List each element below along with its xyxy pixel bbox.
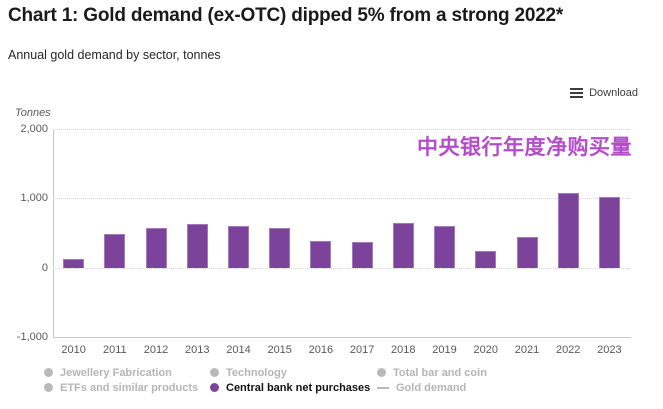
bar-2023[interactable] [598,196,620,268]
y-axis-unit-label: Tonnes [15,107,51,119]
y-axis-line [53,129,54,337]
legend-label: Central bank net purchases [226,381,371,394]
annotation-central-bank-cn: 中央银行年度净购买量 [417,135,632,159]
legend-item-central-bank-net-purchases[interactable]: Central bank net purchases [210,381,370,394]
bar-2019[interactable] [434,225,455,268]
y-axis-tick-label: 0 [41,261,48,274]
download-label: Download [589,87,638,99]
bar-2016[interactable] [310,240,332,268]
x-axis-tick-label: 2023 [597,344,622,356]
bar-2017[interactable] [351,241,373,268]
bar-2020[interactable] [475,250,497,268]
circle-marker-icon [210,383,219,392]
circle-marker-icon [44,368,53,377]
x-axis-tick-label: 2015 [267,344,292,356]
legend-label: ETFs and similar products [60,381,199,394]
circle-marker-icon [44,383,53,392]
legend-column: Technology Central bank net purchases [210,366,370,394]
hamburger-menu-icon [570,88,584,98]
y-axis-tick-label: -1,000 [16,331,48,343]
y-axis-tick-label: 2,000 [20,123,48,135]
bar-2013[interactable] [186,223,208,268]
x-axis-tick-label: 2017 [349,344,375,356]
x-axis-tick-label: 2014 [226,344,251,356]
legend-item-jewellery-fabrication[interactable]: Jewellery Fabrication [44,366,198,379]
legend-label: Jewellery Fabrication [60,366,172,379]
x-axis-tick-label: 2011 [102,344,127,356]
bar-2014[interactable] [228,225,249,268]
legend-label: Total bar and coin [393,366,487,379]
x-axis-tick-label: 2012 [143,344,169,356]
x-axis-tick-label: 2022 [555,344,581,356]
download-button[interactable]: Download [568,85,640,101]
chart-legend: Jewellery Fabrication ETFs and similar pr… [0,366,663,400]
bar-2011[interactable] [104,233,126,268]
x-axis-tick-label: 2018 [391,344,416,356]
x-axis-line [53,337,631,338]
x-axis-tick-label: 2010 [61,344,86,356]
bar-2022[interactable] [557,192,579,268]
gridline [53,129,630,130]
bar-2021[interactable] [516,236,538,268]
legend-label: Gold demand [396,381,467,394]
y-axis-tick-label: 1,000 [20,192,48,205]
legend-column: Jewellery Fabrication ETFs and similar pr… [44,366,198,394]
legend-item-total-bar-and-coin[interactable]: Total bar and coin [377,366,487,379]
x-axis-tick-label: 2020 [473,344,499,356]
legend-item-gold-demand[interactable]: Gold demand [377,381,487,394]
x-axis-tick-label: 2019 [432,344,457,356]
legend-label: Technology [226,366,287,379]
bar-2015[interactable] [269,227,291,268]
gridline [53,198,630,200]
circle-marker-icon [377,368,386,377]
line-marker-icon [377,386,389,389]
x-axis-tick-label: 2016 [308,344,334,356]
legend-column: Total bar and coin Gold demand [377,366,487,394]
bar-2010[interactable] [63,258,85,268]
x-axis-tick-label: 2013 [185,344,210,356]
chart-subtitle: Annual gold demand by sector, tonnes [8,48,221,62]
chart-title: Chart 1: Gold demand (ex-OTC) dipped 5% … [8,5,564,26]
circle-marker-icon [210,368,219,377]
gridline [53,267,630,269]
legend-item-etfs-and-similar-products[interactable]: ETFs and similar products [44,381,198,394]
bar-2018[interactable] [392,222,414,268]
x-axis-tick-label: 2021 [514,344,540,356]
legend-item-technology[interactable]: Technology [210,366,370,379]
bar-2012[interactable] [145,227,167,268]
